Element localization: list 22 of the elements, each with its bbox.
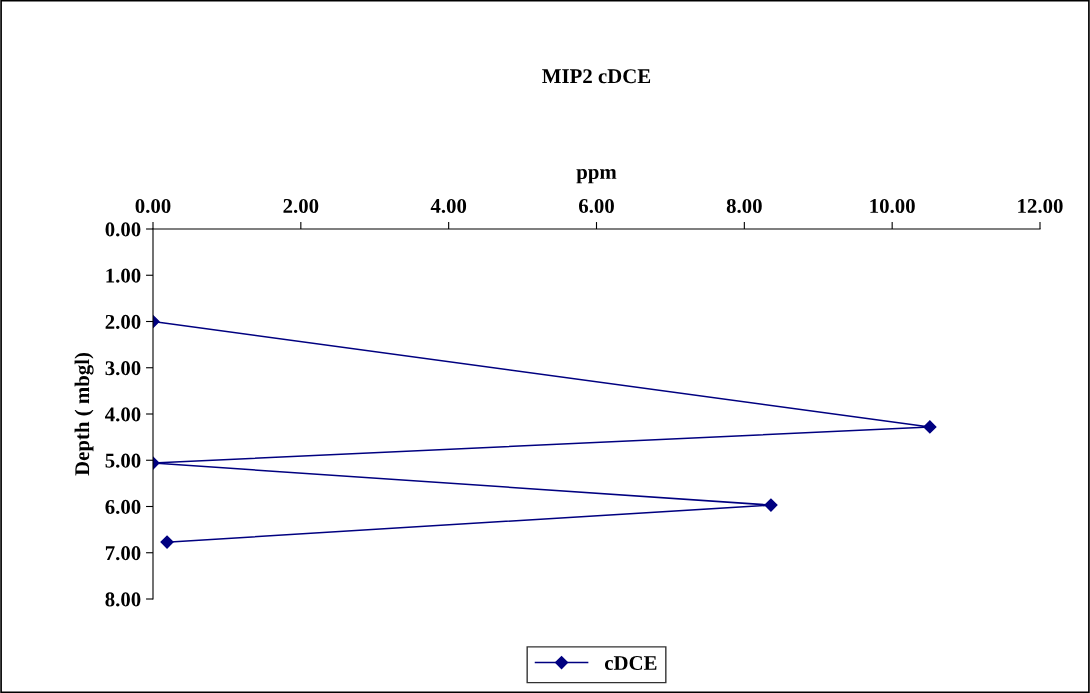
y-tick-label: 2.00 [105, 314, 141, 330]
chart-title: MIP2 cDCE [542, 69, 651, 84]
x-tick-label: 8.00 [726, 198, 762, 214]
x-axis-title: ppm [576, 169, 617, 184]
x-tick-label: 10.00 [870, 198, 915, 214]
y-tick-label: 5.00 [105, 453, 141, 468]
y-tick-label: 8.00 [105, 592, 141, 607]
y-tick-label: 1.00 [106, 268, 141, 283]
y-tick-label: 7.00 [105, 546, 141, 561]
y-tick-label: 3.00 [105, 361, 141, 376]
y-tick-label: 6.00 [105, 499, 141, 515]
x-tick-label: 0.00 [135, 198, 171, 214]
y-tick-label: 0.00 [105, 222, 141, 237]
point [764, 498, 778, 512]
x-tick-label: 4.00 [430, 198, 467, 214]
y-axis-title: Depth ( mbgl) [74, 352, 94, 476]
legend-label: cDCE [604, 656, 657, 671]
x-tick-label: 12.00 [1018, 198, 1063, 214]
x-tick-label: 2.00 [283, 198, 319, 214]
y-tick-label: 4.00 [105, 407, 141, 422]
x-tick-label: 6.00 [578, 198, 614, 214]
point [923, 420, 937, 434]
